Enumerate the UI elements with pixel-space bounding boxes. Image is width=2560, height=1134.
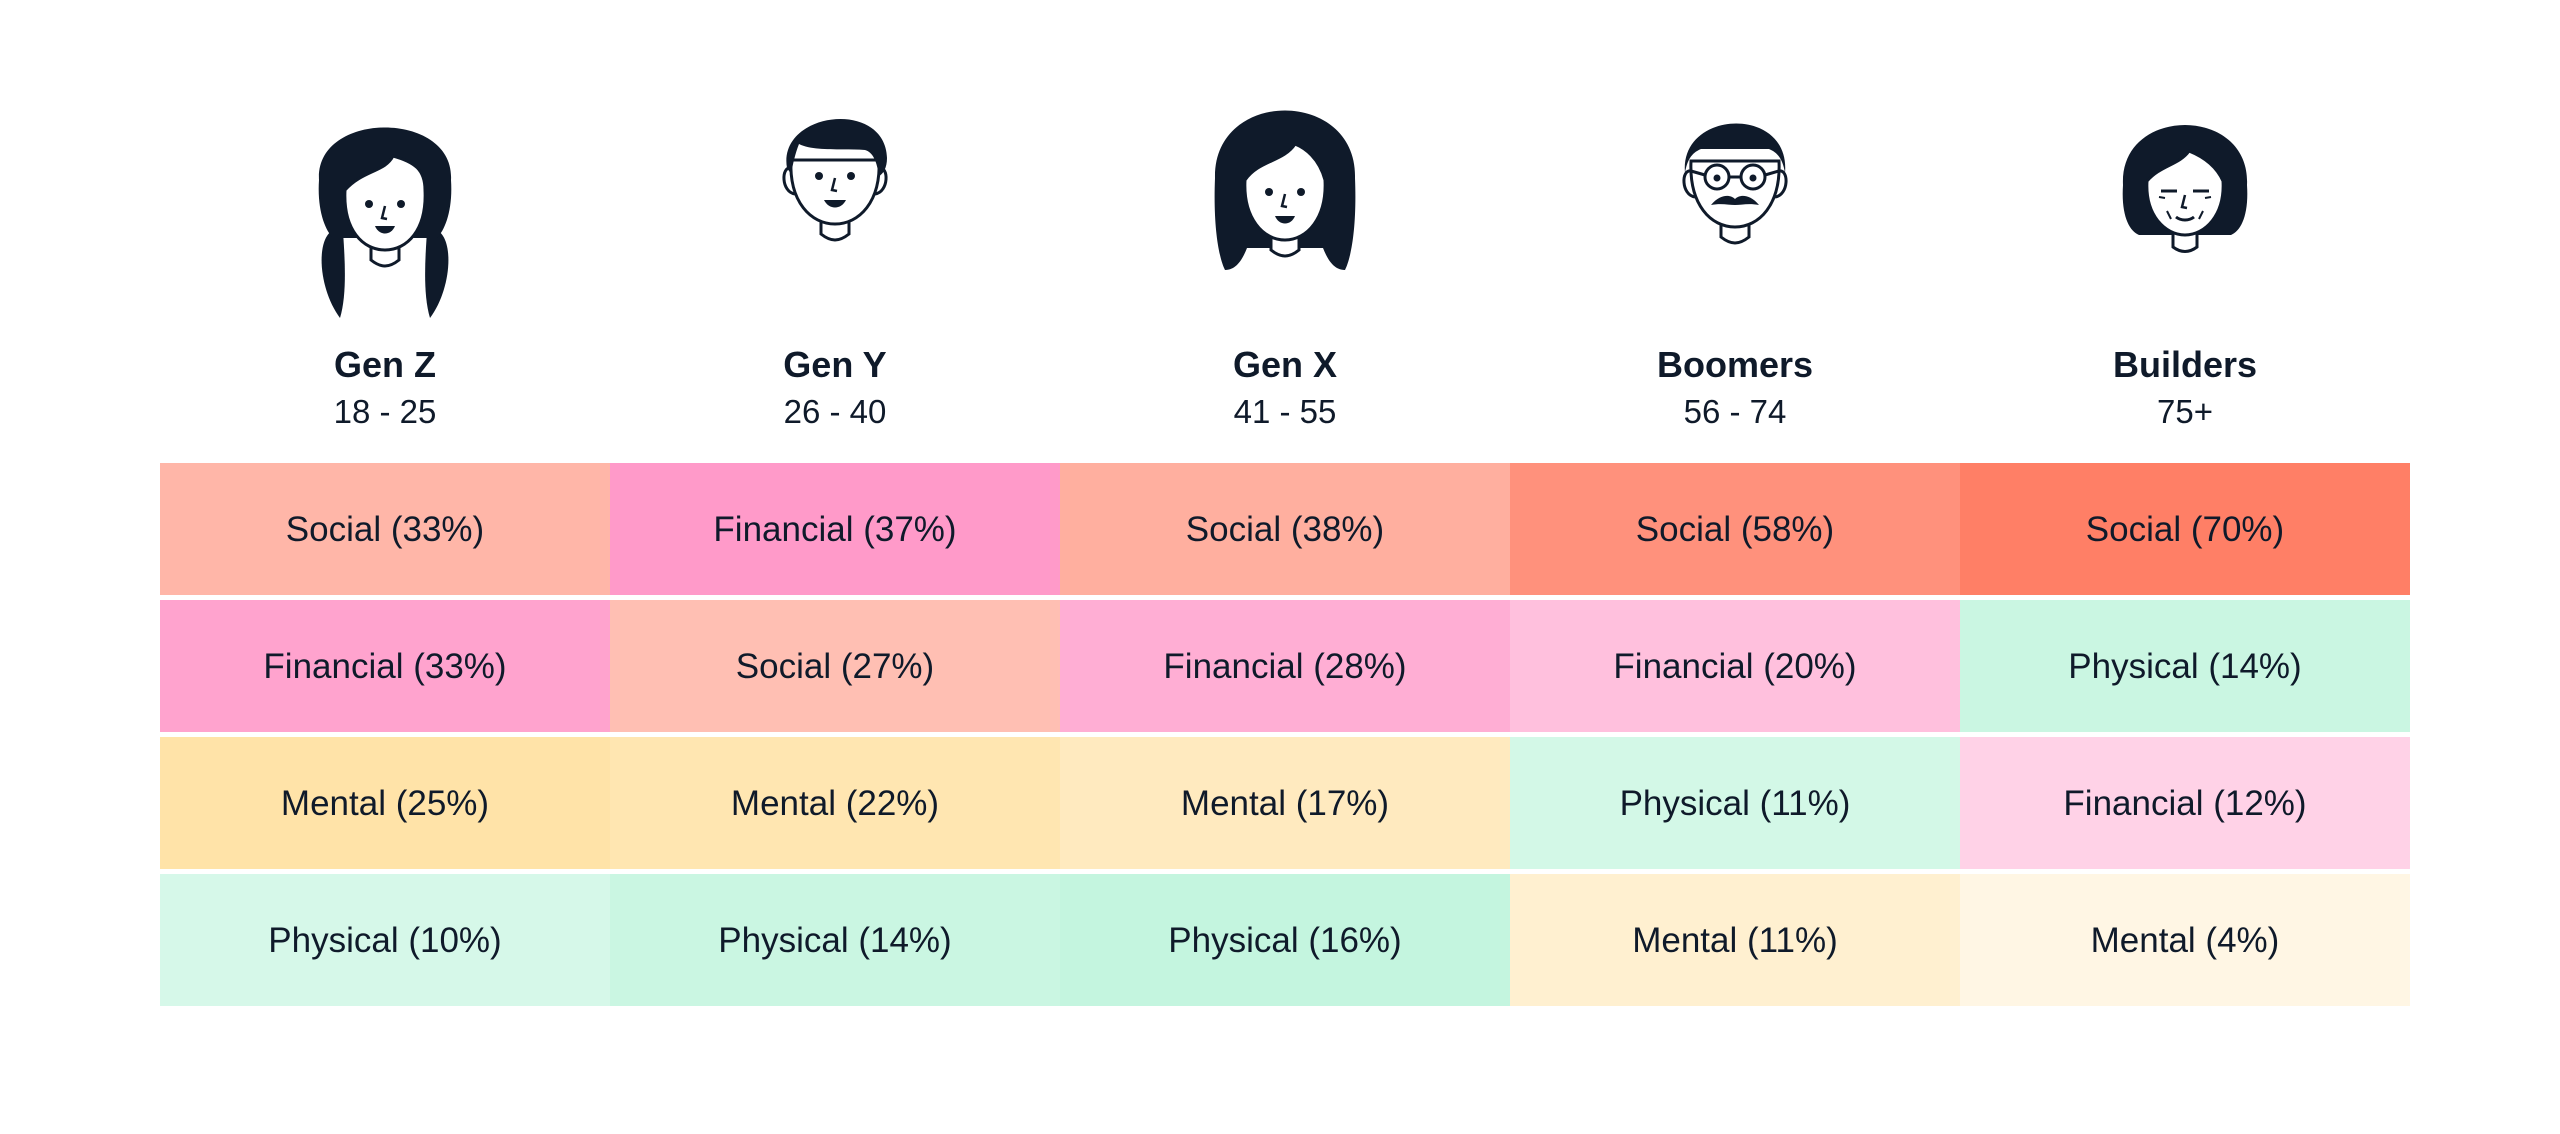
heatmap-cell [160, 600, 610, 732]
column-header-name: Gen X [1233, 344, 1337, 385]
heatmap-cell-label: Financial (12%) [2063, 784, 2306, 823]
column-header-age: 75+ [2157, 393, 2213, 430]
heatmap-cell [1060, 737, 1510, 869]
heatmap-cell-label: Mental (4%) [2091, 921, 2280, 960]
heatmap-cell-label: Financial (33%) [263, 647, 506, 686]
heatmap-cell-label: Financial (37%) [713, 510, 956, 549]
man-glasses-mustache-avatar-icon [1682, 123, 1788, 245]
heatmap-cell-label: Physical (14%) [718, 921, 951, 960]
heatmap-cell [1510, 874, 1960, 1006]
girl-pigtails-avatar-icon [318, 127, 452, 318]
heatmap-cell [160, 874, 610, 1006]
heatmap-cell-label: Physical (11%) [1620, 784, 1851, 823]
avatars [318, 110, 2248, 318]
column-header-name: Builders [2113, 344, 2257, 385]
heatmap-cell [1510, 737, 1960, 869]
heatmap-cell-label: Social (33%) [286, 510, 484, 549]
heatmap-cell [160, 737, 610, 869]
heatmap-cell-label: Physical (14%) [2068, 647, 2301, 686]
heatmap-cell-label: Financial (28%) [1163, 647, 1406, 686]
heatmap-cell [1060, 463, 1510, 595]
column-header-name: Gen Z [334, 344, 436, 385]
heatmap-cell [1960, 874, 2410, 1006]
heatmap-cell [160, 463, 610, 595]
heatmap-cell-label: Physical (10%) [268, 921, 501, 960]
heatmap-cell-label: Mental (25%) [281, 784, 489, 823]
heatmap-cell [610, 737, 1060, 869]
heatmap-cell-label: Physical (16%) [1168, 921, 1401, 960]
woman-bob-avatar-icon [1214, 110, 1356, 270]
young-man-avatar-icon [782, 119, 888, 242]
heatmap-cell-label: Social (70%) [2086, 510, 2284, 549]
heatmap-cell [610, 600, 1060, 732]
column-header-age: 26 - 40 [784, 393, 887, 430]
elderly-woman-avatar-icon [2122, 125, 2248, 253]
column-header-name: Boomers [1657, 344, 1813, 385]
heatmap-cell-label: Social (38%) [1186, 510, 1384, 549]
column-header-name: Gen Y [783, 344, 886, 385]
heatmap-cell-label: Social (27%) [736, 647, 934, 686]
column-header-age: 18 - 25 [334, 393, 437, 430]
heatmap-cell-label: Mental (17%) [1181, 784, 1389, 823]
heatmap-cell [1510, 463, 1960, 595]
heatmap-cell [1510, 600, 1960, 732]
column-header-age: 56 - 74 [1684, 393, 1787, 430]
heatmap-cell-label: Social (58%) [1636, 510, 1834, 549]
column-headers: Gen Z 18 - 25 Gen Y 26 - 40 Gen X 41 - 55 Boom… [334, 344, 2257, 430]
heatmap-cell-label: Financial (20%) [1613, 647, 1856, 686]
heatmap-cell [1960, 463, 2410, 595]
heatmap-cells: Social (33%) Financial (37%) Social (38%) S… [160, 463, 2410, 1006]
heatmap-cell [1960, 600, 2410, 732]
heatmap-cell-label: Mental (22%) [731, 784, 939, 823]
heatmap-cell [610, 874, 1060, 1006]
heatmap-cell-label: Mental (11%) [1632, 921, 1838, 960]
heatmap-cell [1960, 737, 2410, 869]
heatmap-cell [610, 463, 1060, 595]
heatmap-cell [1060, 600, 1510, 732]
column-header-age: 41 - 55 [1234, 393, 1337, 430]
heatmap-cell [1060, 874, 1510, 1006]
